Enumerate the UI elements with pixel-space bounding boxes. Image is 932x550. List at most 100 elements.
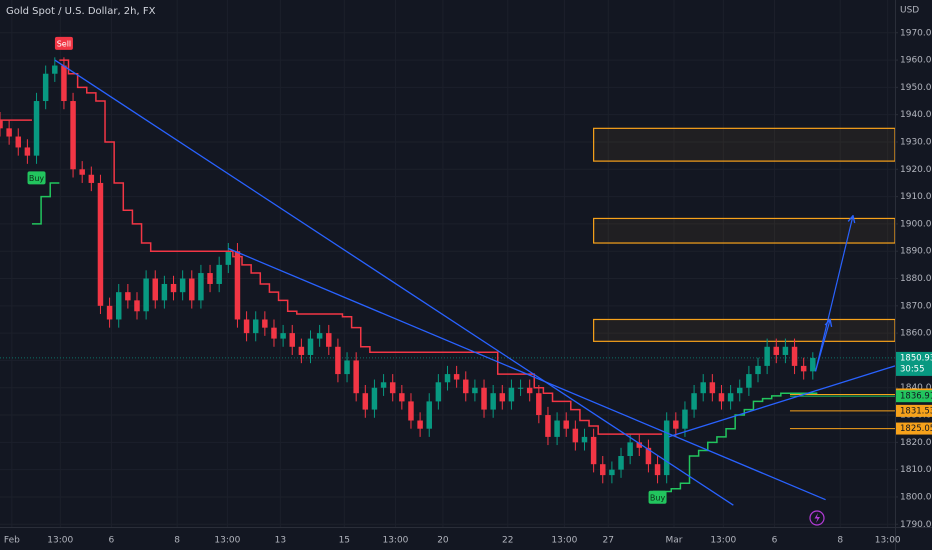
candle-body (70, 101, 76, 170)
price-label: 1825.05 (900, 424, 932, 434)
y-tick-label: 1940.00 (900, 110, 932, 120)
candle-body (526, 387, 533, 394)
x-tick-label: 13 (275, 536, 286, 546)
candle-body (746, 374, 752, 388)
candle-body (106, 305, 113, 320)
candle-body (125, 292, 131, 301)
y-tick-label: 1810.00 (900, 465, 932, 475)
y-tick-label: 1860.00 (900, 329, 932, 339)
candle-body (810, 357, 816, 372)
candle-body (609, 469, 615, 476)
x-tick-label: 6 (772, 536, 778, 546)
chart-title: Gold Spot / U.S. Dollar, 2h, FX (6, 6, 156, 17)
signal-label: Buy (29, 174, 45, 183)
candle-body (134, 300, 140, 312)
x-tick-label: 13:00 (551, 536, 577, 546)
signal-badge (54, 36, 73, 50)
candle-body (353, 360, 359, 394)
price-label-box (896, 422, 932, 435)
candle-body (590, 436, 597, 465)
plot-area: Sell Buy Buy (0, 36, 895, 506)
candle-body (791, 346, 798, 366)
candle-body (453, 374, 460, 380)
x-tick-label: 22 (502, 536, 513, 546)
candle-body (737, 387, 743, 394)
candle-body (773, 346, 780, 355)
candle-body (24, 147, 31, 156)
y-tick-label: 1800.00 (900, 492, 932, 502)
candle-body (52, 65, 58, 74)
candle-body (252, 319, 259, 334)
candle-body (426, 401, 432, 429)
y-tick-label: 1950.00 (900, 83, 932, 93)
candle-body (280, 333, 286, 339)
y-tick-label: 1960.00 (900, 56, 932, 66)
x-tick-label: 8 (837, 536, 843, 546)
y-tick-label: 1840.00 (900, 383, 932, 393)
candle-body (554, 420, 560, 437)
y-tick-label: 1910.00 (900, 192, 932, 202)
y-tick-label: 1900.00 (900, 219, 932, 229)
candle-body (97, 182, 104, 306)
candle-body (326, 333, 332, 347)
price-label: 1850.93 (900, 353, 932, 363)
x-tick-label: Mar (665, 536, 682, 546)
candle-body (417, 420, 423, 429)
candle-body (600, 464, 606, 476)
y-tick-label: 1890.00 (900, 247, 932, 257)
candle-body (0, 120, 3, 129)
price-label-box (896, 390, 932, 403)
candle-body (207, 273, 213, 284)
x-tick-label: 13:00 (875, 536, 901, 546)
candle-body (399, 393, 405, 402)
alert-icon[interactable] (809, 510, 825, 526)
x-tick-label: 13:00 (47, 536, 73, 546)
candle-body (700, 382, 706, 394)
candle-body (6, 128, 12, 137)
candle-body (755, 365, 761, 375)
grid (0, 0, 895, 527)
x-tick-label: 8 (174, 536, 180, 546)
candle-body (800, 365, 807, 372)
candle-body (42, 73, 49, 102)
trend-stepline (652, 392, 818, 493)
price-zone (593, 217, 895, 244)
x-tick-label: 15 (339, 536, 350, 546)
candle-body (673, 420, 679, 429)
candle-body (481, 387, 487, 410)
candle-body (508, 387, 515, 402)
axes: 1790.001800.001810.001820.001830.001840.… (4, 28, 932, 546)
price-label-box (896, 351, 932, 376)
candle-body (536, 393, 542, 416)
candle-body (618, 456, 624, 470)
trend-stepline (31, 182, 60, 225)
y-tick-label: 1920.00 (900, 165, 932, 175)
candle-body (782, 346, 789, 355)
candle-body (499, 393, 506, 402)
signal-badge (27, 171, 46, 185)
candle-body (362, 393, 369, 410)
candle-body (88, 174, 95, 183)
candle-body (161, 283, 168, 301)
candle-body (198, 273, 204, 301)
candle-body (572, 428, 579, 443)
candle-body (271, 327, 277, 339)
candle-body (307, 338, 314, 355)
candle-body (718, 393, 725, 402)
candle-body (216, 264, 222, 284)
x-tick-label: 13:00 (382, 536, 408, 546)
candle-body (298, 346, 305, 355)
price-countdown: 30:55 (900, 364, 925, 374)
x-tick-label: 13:00 (214, 536, 240, 546)
candle-body (444, 374, 451, 383)
price-zone (593, 127, 895, 162)
candle-body (463, 379, 469, 394)
candle-body (709, 382, 716, 394)
candle-body (225, 251, 232, 265)
candle-body (545, 415, 551, 437)
candle-body (79, 169, 85, 175)
y-tick-label: 1970.00 (900, 28, 932, 38)
candle-body (262, 319, 268, 328)
trendline (54, 59, 734, 506)
